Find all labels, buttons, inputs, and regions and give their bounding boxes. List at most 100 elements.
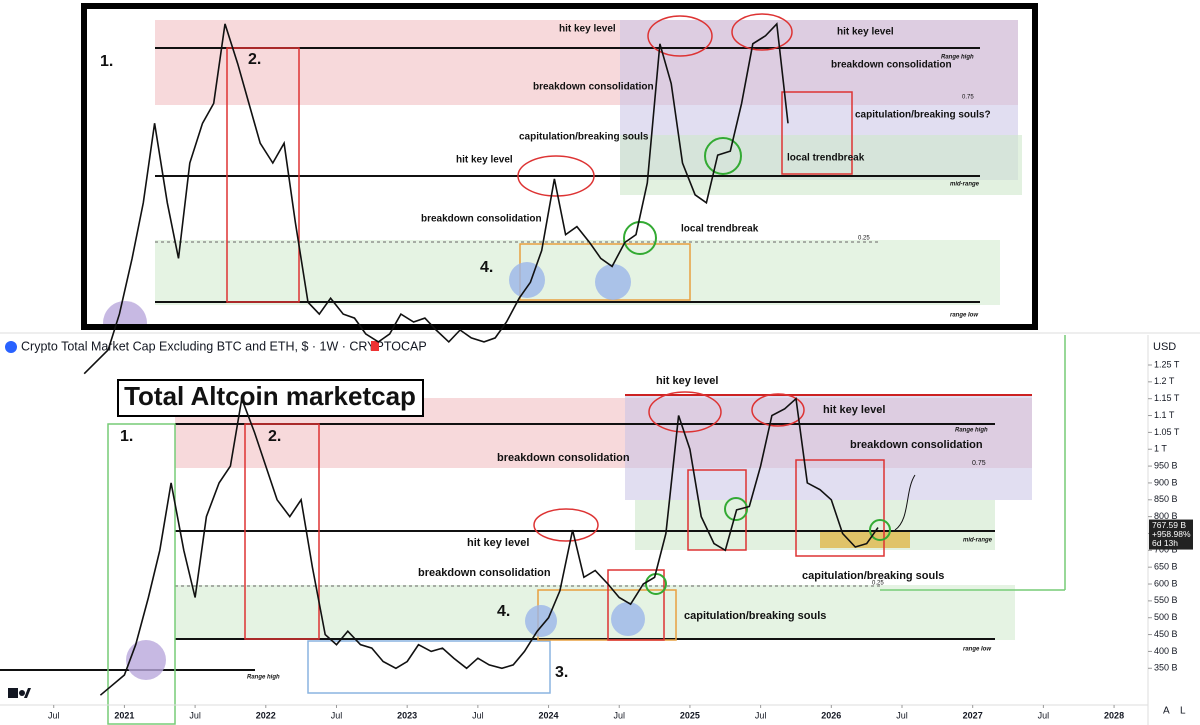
x-tick-label: 2021 bbox=[114, 710, 134, 720]
y-tick-label: 700 B bbox=[1154, 545, 1178, 555]
circle bbox=[525, 605, 557, 637]
annotation-top: local trendbreak bbox=[787, 153, 865, 164]
zone bbox=[620, 135, 1022, 195]
annotation-top: 4. bbox=[480, 259, 493, 276]
box bbox=[307, 640, 551, 694]
circle bbox=[509, 262, 545, 298]
annotation: 1. bbox=[120, 428, 133, 445]
y-tick-label: 450 B bbox=[1154, 629, 1178, 639]
annotation: breakdown consolidation bbox=[418, 567, 551, 579]
annotation: Range high bbox=[955, 428, 988, 434]
y-tick-label: 1.25 T bbox=[1154, 359, 1180, 369]
zone bbox=[175, 585, 1015, 640]
price-line-top bbox=[83, 22, 789, 375]
box bbox=[226, 47, 300, 303]
annotation-top: breakdown consolidation bbox=[831, 60, 952, 71]
annotation-top: 0.75 bbox=[962, 95, 974, 101]
y-tick-label: 1.15 T bbox=[1154, 393, 1180, 403]
annotation-top: 2. bbox=[248, 51, 261, 68]
annotation: 0.25 bbox=[872, 581, 884, 587]
circle bbox=[126, 640, 166, 680]
x-tick-label: 2024 bbox=[539, 710, 559, 720]
y-tick-label: 800 B bbox=[1154, 511, 1178, 521]
annotation: 2. bbox=[268, 428, 281, 445]
x-tick-label: 2022 bbox=[256, 710, 276, 720]
annotation-top: hit key level bbox=[456, 155, 513, 166]
annotation: hit key level bbox=[656, 375, 718, 387]
annotation-top: breakdown consolidation bbox=[533, 82, 654, 93]
frame bbox=[81, 3, 1038, 330]
zone bbox=[635, 500, 995, 550]
x-tick-label: Jul bbox=[472, 710, 484, 720]
y-tick-label: 850 B bbox=[1154, 494, 1178, 504]
y-tick-label: 1.05 T bbox=[1154, 427, 1180, 437]
flag-icon[interactable] bbox=[371, 341, 379, 351]
box bbox=[244, 423, 320, 640]
circle bbox=[751, 393, 805, 427]
scale-button[interactable]: A bbox=[1163, 706, 1170, 717]
price-line bbox=[99, 395, 879, 696]
zone bbox=[625, 395, 1032, 500]
circle bbox=[517, 155, 595, 197]
annotation: capitulation/breaking souls bbox=[802, 570, 944, 582]
currency[interactable]: USD bbox=[1153, 341, 1176, 353]
price-change: +958.98% bbox=[1152, 529, 1191, 539]
annotation: Range high bbox=[247, 675, 280, 681]
y-tick-label: 1.1 T bbox=[1154, 410, 1175, 420]
box bbox=[795, 459, 885, 557]
x-tick-label: 2028 bbox=[1104, 710, 1124, 720]
countdown: 6d 13h bbox=[1152, 538, 1178, 548]
y-tick-label: 600 B bbox=[1154, 578, 1178, 588]
box bbox=[607, 569, 665, 641]
annotation-top: 1. bbox=[100, 53, 113, 70]
x-tick-label: 2023 bbox=[397, 710, 417, 720]
annotation: 3. bbox=[555, 664, 568, 681]
circle bbox=[611, 602, 645, 636]
annotation-top: local trendbreak bbox=[681, 224, 759, 235]
annotation-top: hit key level bbox=[559, 24, 616, 35]
x-tick-label: Jul bbox=[331, 710, 343, 720]
annotation: 0.75 bbox=[972, 460, 986, 467]
annotation: range low bbox=[963, 647, 991, 653]
box bbox=[107, 423, 176, 725]
circle bbox=[731, 13, 793, 51]
title-box bbox=[117, 379, 424, 417]
y-tick-label: 500 B bbox=[1154, 612, 1178, 622]
y-tick-label: 1 T bbox=[1154, 444, 1167, 454]
zone bbox=[155, 240, 1000, 305]
circle bbox=[704, 137, 742, 175]
y-tick-label: 400 B bbox=[1154, 646, 1178, 656]
x-tick-label: 2027 bbox=[963, 710, 983, 720]
x-tick-label: Jul bbox=[1038, 710, 1050, 720]
chart-title: Crypto Total Market Cap Excluding BTC an… bbox=[21, 339, 427, 353]
circle bbox=[724, 497, 748, 521]
annotation: Total Altcoin marketcap bbox=[124, 381, 416, 411]
annotation-top: capitulation/breaking souls bbox=[519, 132, 649, 143]
x-tick-label: Jul bbox=[755, 710, 767, 720]
x-tick-label: Jul bbox=[896, 710, 908, 720]
scale-button[interactable]: L bbox=[1180, 706, 1186, 717]
circle bbox=[647, 15, 713, 57]
annotation: mid-range bbox=[963, 538, 993, 544]
y-tick-label: 950 B bbox=[1154, 460, 1178, 470]
price-tag bbox=[1149, 519, 1193, 550]
y-tick-label: 900 B bbox=[1154, 477, 1178, 487]
annotation-top: breakdown consolidation bbox=[421, 214, 542, 225]
y-tick-label: 350 B bbox=[1154, 663, 1178, 673]
annotation: 4. bbox=[497, 603, 510, 620]
circle bbox=[623, 221, 657, 255]
annotation-top: capitulation/breaking souls? bbox=[855, 110, 991, 121]
box bbox=[781, 91, 853, 175]
x-tick-label: 2026 bbox=[821, 710, 841, 720]
annotation-top: Range high bbox=[941, 55, 974, 61]
annotation-top: range low bbox=[950, 313, 978, 319]
circle bbox=[595, 264, 631, 300]
annotation: hit key level bbox=[823, 404, 885, 416]
price-tag-label: 767.59 B bbox=[1152, 520, 1186, 530]
annotation: breakdown consolidation bbox=[497, 452, 630, 464]
y-tick-label: 1.2 T bbox=[1154, 376, 1175, 386]
zone bbox=[820, 531, 910, 548]
annotation: capitulation/breaking souls bbox=[684, 610, 826, 622]
x-tick-label: Jul bbox=[48, 710, 60, 720]
circle bbox=[533, 508, 599, 542]
